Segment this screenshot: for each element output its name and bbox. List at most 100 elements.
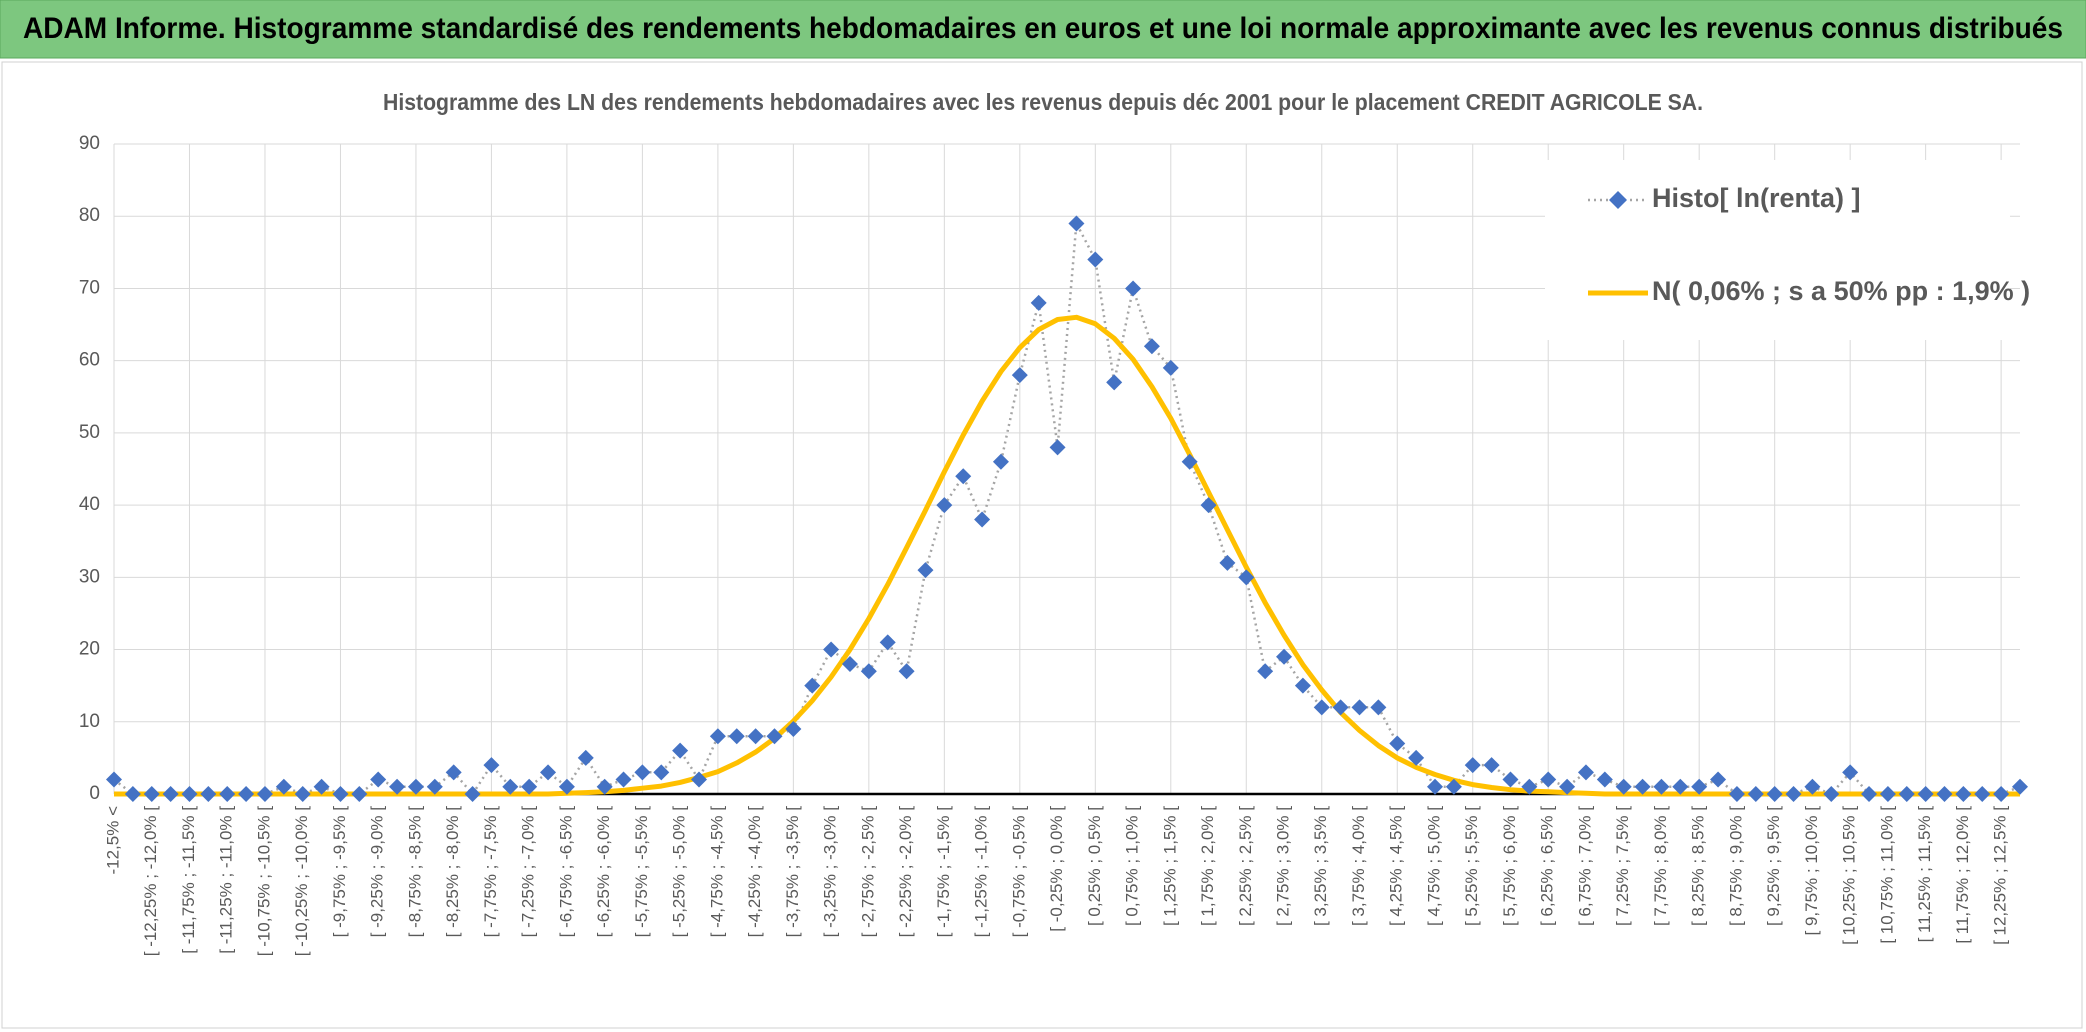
histo-point	[1842, 764, 1859, 781]
x-tick-label: [ -12,25% ; -12,0% [	[141, 806, 160, 957]
histo-point	[709, 728, 726, 745]
histo-point	[351, 786, 368, 802]
x-tick-label: [ -1,25% ; -1,0% [	[972, 806, 991, 938]
x-tick-label: [ 4,75% ; 5,0% [	[1424, 806, 1443, 926]
x-tick-label: [ 0,25% ; 0,5% [	[1085, 806, 1104, 926]
x-tick-label: [ 5,75% ; 6,0% [	[1500, 806, 1519, 926]
y-tick-label: 40	[79, 494, 100, 515]
histo-point	[936, 497, 953, 514]
x-tick-label: [ -10,75% ; -10,5% [	[254, 806, 273, 957]
x-tick-label: [ 11,75% ; 12,0% [	[1953, 806, 1972, 944]
histo-point	[1691, 778, 1708, 795]
histo-point	[1823, 786, 1840, 802]
y-tick-label: 60	[79, 350, 100, 371]
histo-point	[256, 786, 273, 802]
histo-point	[1596, 771, 1613, 788]
histo-point	[596, 778, 613, 795]
x-tick-label: [ 0,75% ; 1,0% [	[1123, 806, 1142, 926]
y-tick-label: 30	[79, 566, 100, 587]
chart-title: Histogramme des LN des rendements hebdom…	[383, 89, 1703, 115]
x-tick-label: [ 11,25% ; 11,5% [	[1915, 806, 1934, 943]
histo-point	[275, 778, 292, 795]
banner-title: ADAM Informe. Histogramme standardisé de…	[23, 12, 2063, 45]
x-tick-label: [ 5,25% ; 5,5% [	[1462, 806, 1481, 926]
x-tick-label: [ -4,75% ; -4,5% [	[707, 806, 726, 938]
histo-point	[1861, 786, 1878, 802]
histo-point	[1370, 699, 1387, 716]
histo-point	[407, 778, 424, 795]
histo-point	[1993, 786, 2010, 802]
histo-point	[804, 677, 821, 694]
histo-point	[653, 764, 670, 781]
histo-point	[577, 749, 594, 766]
histo-point	[143, 786, 160, 802]
histo-point	[1106, 374, 1123, 391]
histo-point	[1143, 338, 1160, 355]
histo-point	[106, 771, 122, 788]
histo-point	[1200, 497, 1217, 514]
histo-point	[1483, 757, 1500, 774]
histo-point	[162, 786, 179, 802]
x-tick-label: [ -8,75% ; -8,5% [	[405, 806, 424, 938]
x-tick-label: -12,5% <	[103, 806, 122, 875]
x-tick-label: [ 6,75% ; 7,0% [	[1575, 806, 1594, 926]
x-tick-label: [ 8,75% ; 9,0% [	[1726, 806, 1745, 926]
histo-point	[1351, 699, 1368, 716]
x-tick-label: [ 2,75% ; 3,0% [	[1274, 806, 1293, 926]
histo-point	[1219, 554, 1236, 571]
histo-point	[1030, 294, 1047, 311]
y-tick-label: 10	[79, 711, 100, 732]
y-tick-label: 70	[79, 277, 100, 298]
histo-point	[1521, 778, 1538, 795]
x-tick-label: [ -6,25% ; -6,0% [	[594, 806, 613, 938]
x-tick-label: [ -3,25% ; -3,0% [	[821, 806, 840, 938]
histo-point	[1389, 735, 1406, 752]
histo-point	[841, 656, 858, 672]
histo-point	[426, 778, 443, 795]
histo-point	[974, 511, 991, 528]
x-tick-label: [ -7,25% ; -7,0% [	[519, 806, 538, 938]
x-tick-label: [ 1,25% ; 1,5% [	[1160, 806, 1179, 926]
histo-point	[860, 663, 877, 680]
legend-marker	[1609, 191, 1627, 209]
histo-line	[113, 219, 2021, 797]
histo-point	[313, 778, 330, 795]
x-tick-label: [ -0,25% ; 0,0% [	[1047, 806, 1066, 932]
histo-point	[1276, 648, 1293, 665]
histo-point	[124, 786, 141, 802]
histo-point	[766, 728, 783, 745]
histo-point	[1559, 778, 1576, 795]
legend-label: N( 0,06% ; s a 50% pp : 1,9% )	[1652, 276, 2030, 306]
histo-point	[917, 562, 934, 579]
x-tick-label: [ -1,75% ; -1,5% [	[934, 806, 953, 938]
y-tick-label: 0	[89, 783, 100, 804]
x-tick-label: [ 3,75% ; 4,0% [	[1349, 806, 1368, 926]
x-tick-label: [ 10,75% ; 11,0% [	[1877, 806, 1896, 944]
histo-point	[1502, 771, 1519, 788]
histo-point	[1747, 786, 1764, 802]
histo-point	[1332, 699, 1349, 716]
histo-point	[879, 634, 896, 651]
legend-box	[1545, 160, 2010, 340]
histo-point	[1068, 215, 1085, 232]
histo-point	[1653, 778, 1670, 795]
legend-label: Histo[ ln(renta) ]	[1652, 183, 1861, 213]
histo-point	[823, 641, 840, 658]
x-tick-label: [ -11,25% ; -11,0% [	[217, 806, 236, 954]
histo-point	[464, 786, 481, 802]
x-tick-label: [ 4,25% ; 4,5% [	[1387, 806, 1406, 926]
histo-point	[1710, 771, 1727, 788]
histo-point	[955, 468, 972, 485]
x-tick-label: [ -5,25% ; -5,0% [	[670, 806, 689, 938]
y-tick-label: 20	[79, 639, 100, 660]
histo-point	[1766, 786, 1783, 802]
y-tick-label: 90	[79, 133, 100, 154]
x-tick-label: [ 9,75% ; 10,0% [	[1802, 806, 1821, 936]
histo-point	[200, 786, 217, 802]
x-tick-label: [ 10,25% ; 10,5% [	[1840, 806, 1859, 945]
histo-point	[1257, 663, 1274, 680]
x-tick-label: [ -9,25% ; -9,0% [	[368, 806, 387, 938]
histo-point	[502, 778, 519, 795]
histo-point	[615, 771, 632, 788]
